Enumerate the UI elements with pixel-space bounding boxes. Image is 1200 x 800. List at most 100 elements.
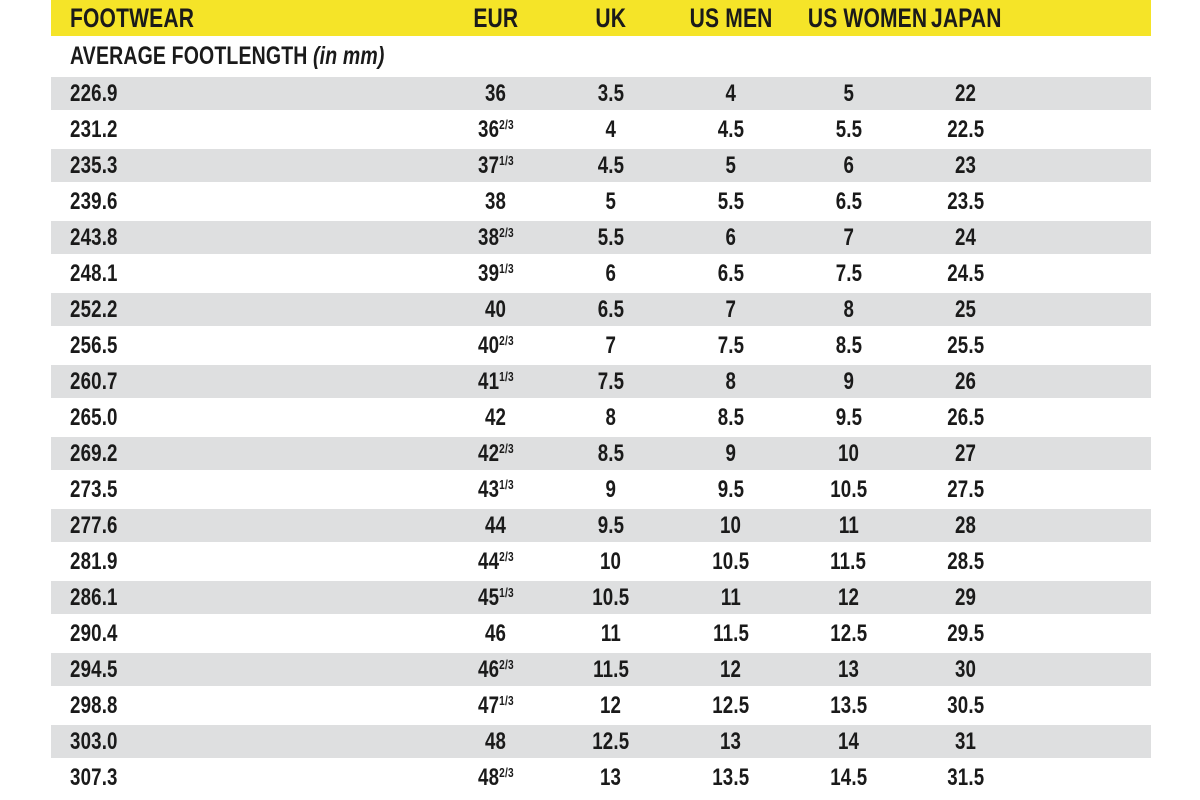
eur-fraction: 2/3	[499, 440, 514, 456]
cell-us-women-value: 9	[843, 367, 854, 395]
cell-eur-value: 482/3	[478, 763, 514, 791]
column-header-footwear: FOOTWEAR	[51, 0, 441, 36]
cell-filler	[1026, 329, 1151, 365]
column-header-uk-label: UK	[595, 2, 627, 33]
cell-us-women: 14.5	[791, 761, 906, 797]
cell-eur-value: 431/3	[478, 475, 514, 503]
cell-us-men-value: 10.5	[712, 547, 750, 575]
cell-eur: 44	[441, 509, 551, 545]
eur-fraction: 2/3	[499, 764, 514, 780]
cell-uk: 6.5	[551, 293, 671, 329]
cell-us-men-value: 13.5	[712, 763, 750, 791]
cell-uk-value: 8.5	[597, 439, 625, 467]
cell-footlength-value: 307.3	[70, 763, 118, 791]
cell-footlength-value: 269.2	[70, 439, 118, 467]
cell-uk: 7.5	[551, 365, 671, 401]
cell-eur: 46	[441, 617, 551, 653]
cell-footlength-value: 256.5	[70, 331, 118, 359]
cell-japan-value: 30	[955, 655, 977, 683]
eur-fraction: 1/3	[499, 476, 514, 492]
cell-us-women: 11	[791, 509, 906, 545]
cell-filler	[1026, 725, 1151, 761]
cell-us-women: 7.5	[791, 257, 906, 293]
cell-us-men-value: 12	[720, 655, 742, 683]
cell-us-women: 12.5	[791, 617, 906, 653]
table-row: 273.5 431/3 9 9.5 10.5 27.5	[51, 473, 1151, 509]
cell-us-women-value: 14	[837, 727, 860, 755]
table-row: 252.2 40 6.5 7 8 25	[51, 293, 1151, 329]
cell-uk-value: 10	[600, 547, 622, 575]
cell-footlength: 290.4	[51, 617, 441, 653]
cell-eur: 411/3	[441, 365, 551, 401]
cell-eur: 391/3	[441, 257, 551, 293]
cell-japan: 25.5	[906, 329, 1026, 365]
cell-uk: 3.5	[551, 77, 671, 113]
cell-eur: 362/3	[441, 113, 551, 149]
column-header-filler	[1026, 0, 1151, 36]
cell-japan-value: 27.5	[947, 475, 985, 503]
table-row: 269.2 422/3 8.5 9 10 27	[51, 437, 1151, 473]
cell-footlength: 269.2	[51, 437, 441, 473]
cell-japan: 27	[906, 437, 1026, 473]
table-row: 265.0 42 8 8.5 9.5 26.5	[51, 401, 1151, 437]
cell-footlength-value: 303.0	[70, 727, 118, 755]
cell-filler	[1026, 401, 1151, 437]
table-row: 290.4 46 11 11.5 12.5 29.5	[51, 617, 1151, 653]
cell-us-women-value: 11	[838, 511, 859, 539]
cell-us-women-value: 8.5	[835, 331, 862, 359]
cell-us-women: 10	[791, 437, 906, 473]
cell-uk: 4.5	[551, 149, 671, 185]
cell-us-women: 5.5	[791, 113, 906, 149]
cell-filler	[1026, 77, 1151, 113]
cell-us-men-value: 12.5	[712, 691, 750, 719]
cell-japan: 24	[906, 221, 1026, 257]
cell-us-men: 5	[671, 149, 791, 185]
cell-uk: 5.5	[551, 221, 671, 257]
cell-us-women: 8	[791, 293, 906, 329]
cell-japan: 31	[906, 725, 1026, 761]
cell-footlength-value: 239.6	[70, 187, 118, 215]
cell-japan-value: 28.5	[947, 547, 985, 575]
column-header-us-men: US MEN	[671, 0, 791, 36]
footwear-size-table: FOOTWEAR EUR UK US MEN US WOMEN JAPAN AV…	[51, 0, 1151, 797]
eur-fraction: 2/3	[499, 116, 514, 132]
cell-japan: 28.5	[906, 545, 1026, 581]
cell-filler	[1026, 653, 1151, 689]
cell-footlength: 226.9	[51, 77, 441, 113]
cell-eur: 382/3	[441, 221, 551, 257]
cell-eur-value: 362/3	[478, 115, 514, 143]
cell-eur-value: 382/3	[478, 223, 514, 251]
cell-us-women-value: 11.5	[830, 547, 867, 575]
cell-japan: 22.5	[906, 113, 1026, 149]
cell-uk: 10.5	[551, 581, 671, 617]
cell-japan: 26.5	[906, 401, 1026, 437]
cell-footlength-value: 243.8	[70, 223, 118, 251]
eur-fraction: 1/3	[499, 584, 514, 600]
cell-uk: 6	[551, 257, 671, 293]
cell-eur-value: 40	[485, 295, 507, 323]
table-header-row: FOOTWEAR EUR UK US MEN US WOMEN JAPAN	[51, 0, 1151, 36]
cell-japan: 23.5	[906, 185, 1026, 221]
cell-eur: 431/3	[441, 473, 551, 509]
cell-uk-value: 6	[605, 259, 617, 287]
cell-filler	[1026, 437, 1151, 473]
cell-us-women: 5	[791, 77, 906, 113]
cell-japan: 22	[906, 77, 1026, 113]
cell-footlength: 273.5	[51, 473, 441, 509]
cell-footlength: 294.5	[51, 653, 441, 689]
cell-uk: 12.5	[551, 725, 671, 761]
cell-us-men: 12.5	[671, 689, 791, 725]
cell-japan-value: 23.5	[947, 187, 985, 215]
cell-us-men: 13.5	[671, 761, 791, 797]
cell-japan: 25	[906, 293, 1026, 329]
cell-us-men: 13	[671, 725, 791, 761]
cell-japan-value: 31.5	[947, 763, 985, 791]
column-header-eur: EUR	[441, 0, 551, 36]
cell-uk: 4	[551, 113, 671, 149]
cell-footlength: 277.6	[51, 509, 441, 545]
cell-eur-value: 48	[485, 727, 507, 755]
cell-footlength: 281.9	[51, 545, 441, 581]
cell-us-women: 11.5	[791, 545, 906, 581]
cell-eur-value: 371/3	[478, 151, 514, 179]
